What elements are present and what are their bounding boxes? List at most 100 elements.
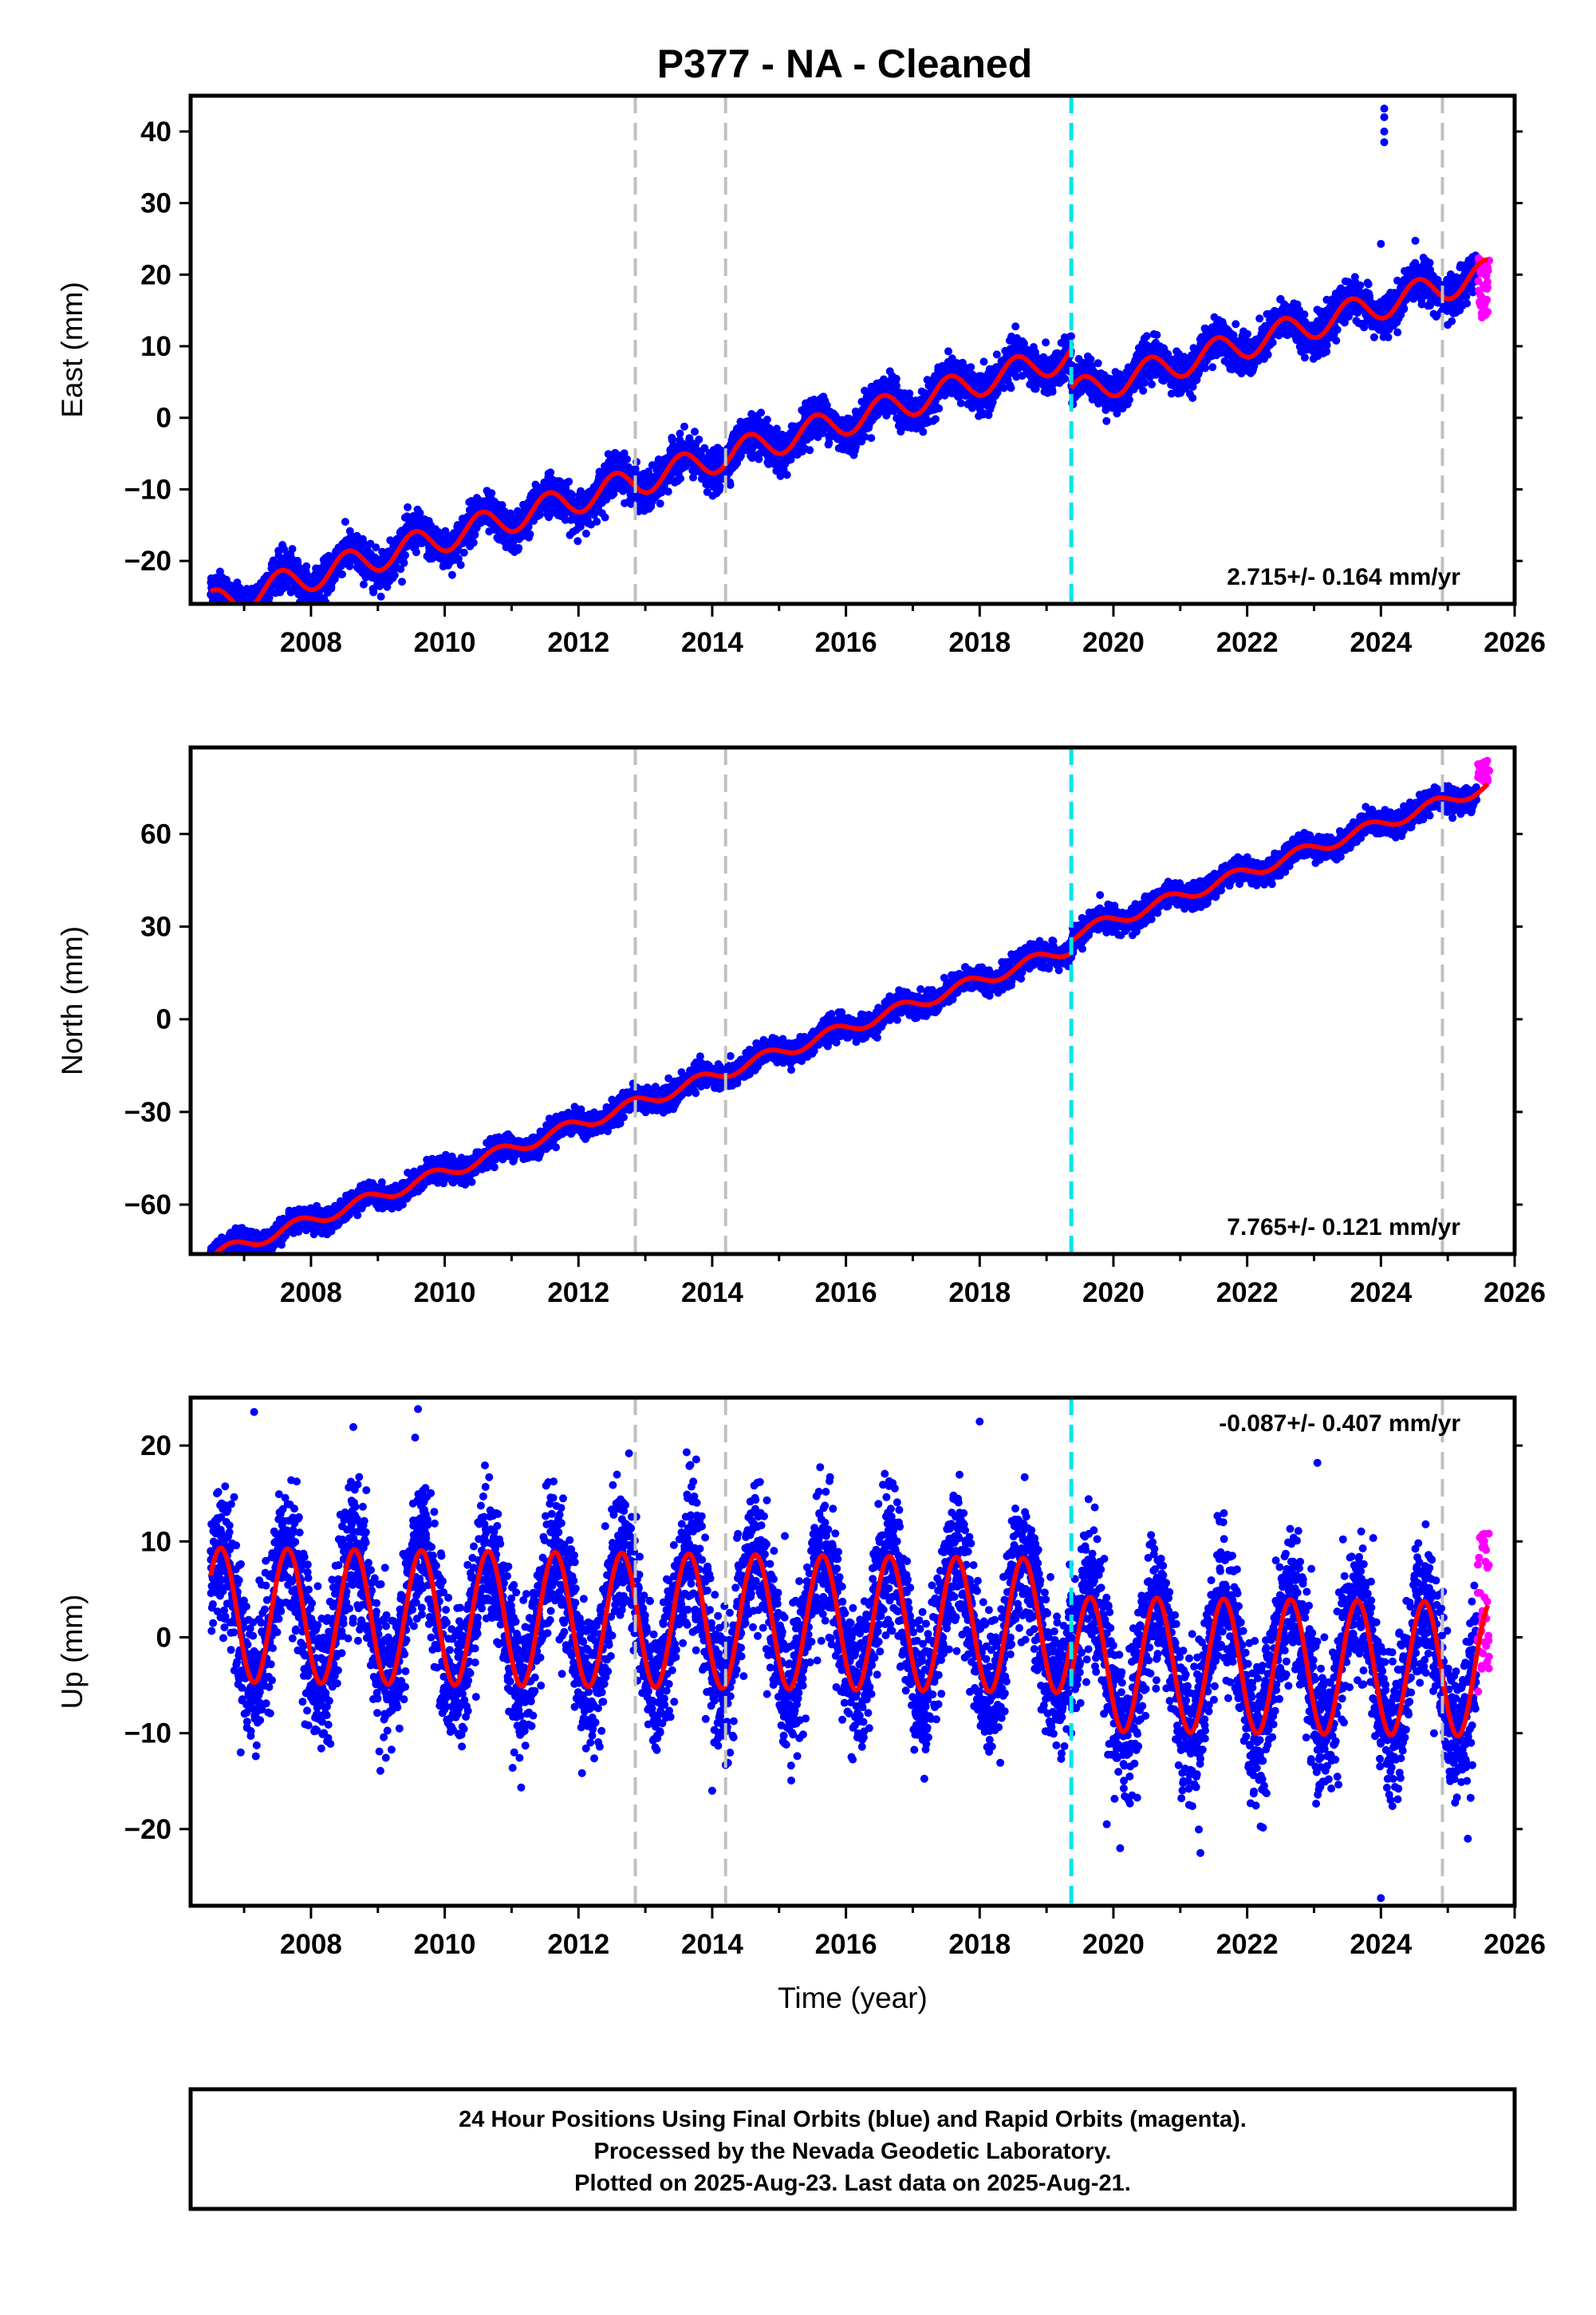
data-point: [471, 530, 479, 539]
data-point: [400, 558, 408, 567]
data-point: [581, 529, 590, 538]
data-point: [288, 545, 297, 554]
data-point: [456, 561, 465, 570]
data-point: [232, 608, 240, 616]
data-point: [487, 489, 496, 498]
data-point: [726, 480, 735, 489]
data-point: [234, 607, 242, 615]
data-point: [247, 617, 255, 625]
data-point: [246, 618, 254, 626]
data-point: [656, 499, 664, 508]
data-point: [401, 551, 410, 559]
data-point: [360, 580, 368, 589]
data-point: [236, 609, 244, 617]
data-point: [222, 607, 230, 615]
data-point: [247, 605, 255, 613]
data-point: [246, 621, 254, 629]
data-point: [242, 616, 250, 624]
data-point: [459, 548, 468, 557]
data-point: [251, 620, 259, 628]
data-point: [1061, 374, 1070, 383]
data-point: [246, 615, 254, 623]
data-point: [390, 571, 399, 579]
data-point: [208, 605, 216, 613]
panel-east: 2008 2010 2012 2014 2016 2018 2020 2022 2024 2026…: [56, 93, 1546, 658]
data-point: [935, 404, 944, 412]
data-point: [241, 612, 249, 620]
data-point: [302, 562, 311, 570]
data-point: [404, 503, 412, 511]
data-point: [249, 614, 257, 622]
data-point: [1042, 338, 1050, 347]
data-point: [249, 609, 257, 617]
data-point: [1086, 355, 1095, 364]
data-point: [234, 615, 242, 623]
data-point: [469, 538, 478, 547]
data-point: [931, 415, 940, 424]
data-point: [254, 607, 262, 615]
data-point: [231, 611, 239, 619]
data-point: [252, 611, 260, 619]
data-point: [565, 477, 573, 486]
data-point: [231, 609, 239, 617]
data-point: [238, 616, 246, 624]
data-point: [223, 607, 231, 615]
data-point: [246, 610, 254, 618]
data-point: [412, 548, 420, 557]
data-point: [246, 609, 254, 617]
data-point: [715, 482, 724, 491]
data-point: [244, 615, 252, 623]
data-point: [601, 513, 609, 522]
data-point: [806, 446, 814, 455]
data-point: [242, 616, 250, 624]
data-point: [524, 523, 533, 531]
data-point: [229, 611, 237, 619]
data-point: [227, 614, 234, 622]
data-point: [240, 613, 248, 621]
data-point: [676, 474, 685, 483]
data-point: [338, 570, 346, 578]
data-point: [623, 455, 632, 463]
data-point: [233, 610, 241, 618]
data-point: [967, 363, 975, 372]
data-point: [345, 562, 354, 570]
data-point: [255, 609, 263, 617]
data-point: [396, 565, 405, 574]
data-point: [233, 608, 241, 616]
data-point: [1094, 359, 1102, 368]
data-point: [244, 613, 252, 621]
data-point: [245, 611, 253, 619]
data-point: [1007, 384, 1015, 392]
data-point: [376, 592, 385, 601]
data-point: [341, 518, 349, 526]
data-point: [224, 612, 232, 620]
data-point: [372, 543, 380, 552]
data-point: [246, 606, 254, 614]
data-point: [359, 538, 368, 547]
data-point: [220, 607, 228, 615]
data-point: [992, 350, 1001, 359]
data-point: [303, 616, 311, 624]
data-point: [237, 613, 245, 621]
data-point: [249, 616, 257, 624]
data-point: [1102, 416, 1111, 425]
data-point: [763, 416, 771, 424]
data-point: [1067, 332, 1075, 341]
data-point: [695, 436, 703, 444]
data-point: [1011, 322, 1020, 331]
data-point: [311, 609, 319, 617]
data-point: [691, 428, 699, 436]
data-point: [546, 468, 555, 477]
data-point: [498, 501, 506, 510]
data-point: [246, 617, 254, 625]
data-point: [867, 434, 876, 443]
data-point: [242, 611, 250, 619]
data-point: [242, 609, 250, 617]
plot-area: [207, 105, 1494, 629]
data-point: [676, 429, 684, 438]
data-point: [454, 554, 463, 563]
data-point: [944, 347, 952, 356]
data-point: [232, 606, 240, 614]
data-point: [919, 428, 928, 436]
